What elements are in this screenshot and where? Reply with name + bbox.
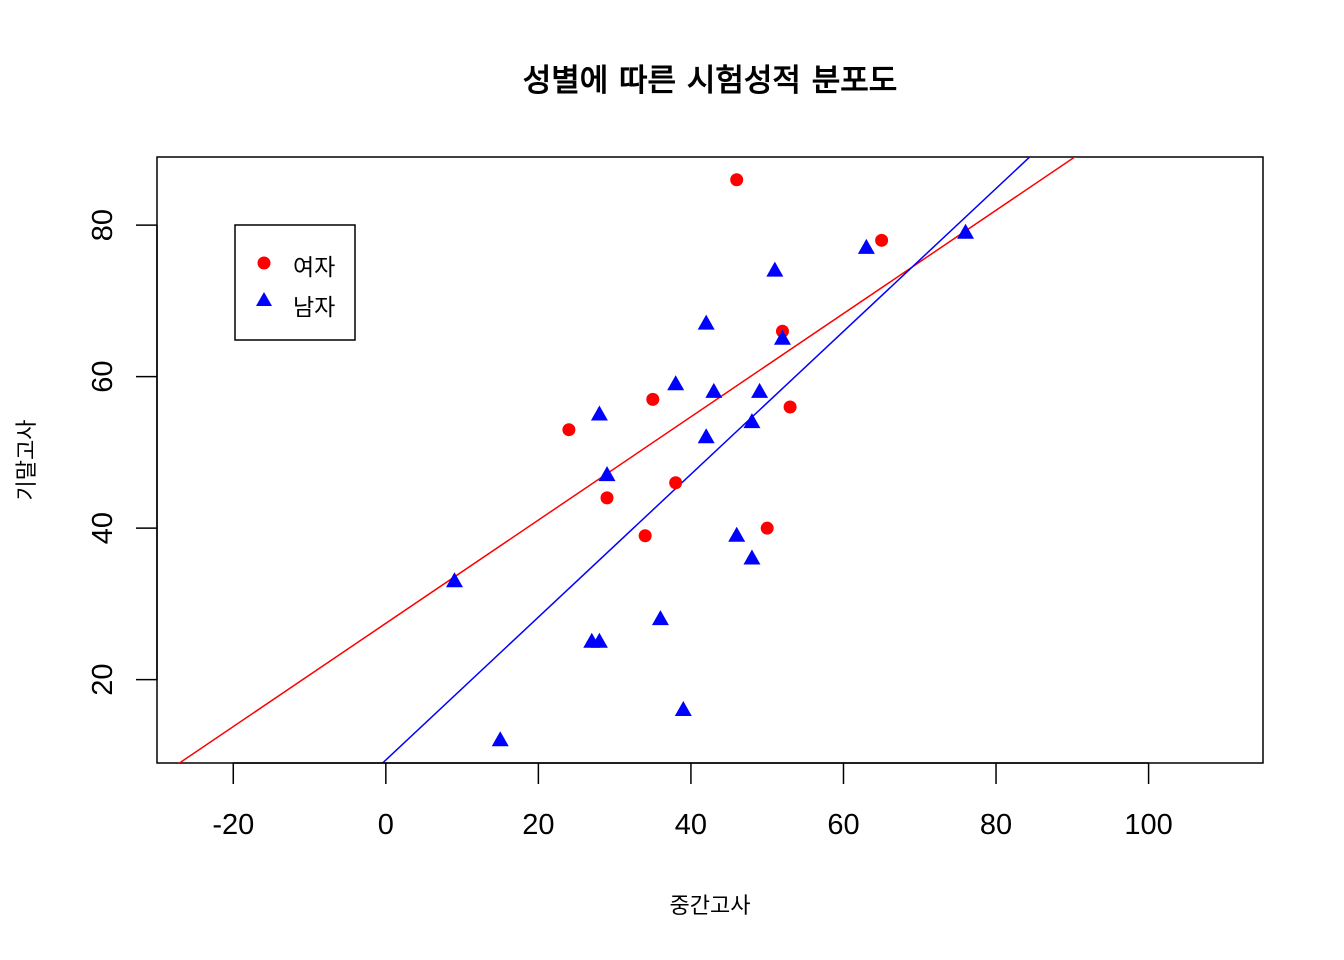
point-male [491, 731, 509, 747]
point-male [751, 382, 769, 398]
y-tick-label: 80 [87, 209, 119, 241]
point-female [562, 423, 576, 437]
x-tick-label: 60 [827, 809, 859, 841]
point-male [697, 314, 715, 330]
point-male [728, 526, 746, 542]
legend-marker-female [257, 256, 271, 270]
point-male [598, 466, 616, 482]
y-tick-label: 60 [87, 361, 119, 393]
point-female [669, 476, 683, 490]
fit-line-male [381, 157, 1031, 763]
point-male [651, 610, 669, 626]
x-tick-label: 100 [1124, 809, 1172, 841]
point-female [646, 392, 660, 406]
fit-line-female [178, 157, 1077, 763]
chart-title: 성별에 따른 시험성적 분포도 [523, 63, 898, 99]
point-female [875, 233, 889, 247]
y-tick-label: 20 [87, 664, 119, 696]
legend-box [234, 224, 356, 341]
point-female [600, 491, 614, 505]
regression-lines [178, 157, 1077, 763]
point-male [857, 238, 875, 254]
point-female [760, 521, 774, 535]
x-tick-label: 0 [378, 809, 394, 841]
point-female [783, 400, 797, 414]
x-tick-label: 80 [980, 809, 1012, 841]
x-axis-label: 중간고사 [670, 894, 751, 919]
point-male [957, 223, 975, 239]
plot-area [156, 156, 1264, 764]
point-male [705, 382, 723, 398]
point-female [730, 173, 744, 187]
point-female [638, 529, 652, 543]
point-male [590, 405, 608, 421]
y-axis: 20 40 60 80 [87, 209, 158, 696]
x-tick-label: 40 [675, 809, 707, 841]
point-male [674, 700, 692, 716]
x-axis: -20 0 20 40 60 80 100 [212, 762, 1173, 841]
point-male [590, 632, 608, 648]
y-axis-label: 기말고사 [15, 420, 40, 501]
point-male [667, 375, 685, 391]
x-tick-label: 20 [522, 809, 554, 841]
legend-label-female: 여자 [293, 255, 335, 281]
point-male [445, 572, 463, 588]
point-male [697, 428, 715, 444]
x-tick-label: -20 [212, 809, 254, 841]
point-male [766, 261, 784, 277]
legend-label-male: 남자 [293, 295, 335, 321]
legend: 여자 남자 [234, 224, 356, 341]
point-male [743, 549, 761, 565]
y-tick-label: 40 [87, 512, 119, 544]
point-male [773, 329, 791, 345]
legend-marker-male [256, 292, 272, 306]
point-male [743, 413, 761, 429]
data-points [445, 173, 975, 747]
